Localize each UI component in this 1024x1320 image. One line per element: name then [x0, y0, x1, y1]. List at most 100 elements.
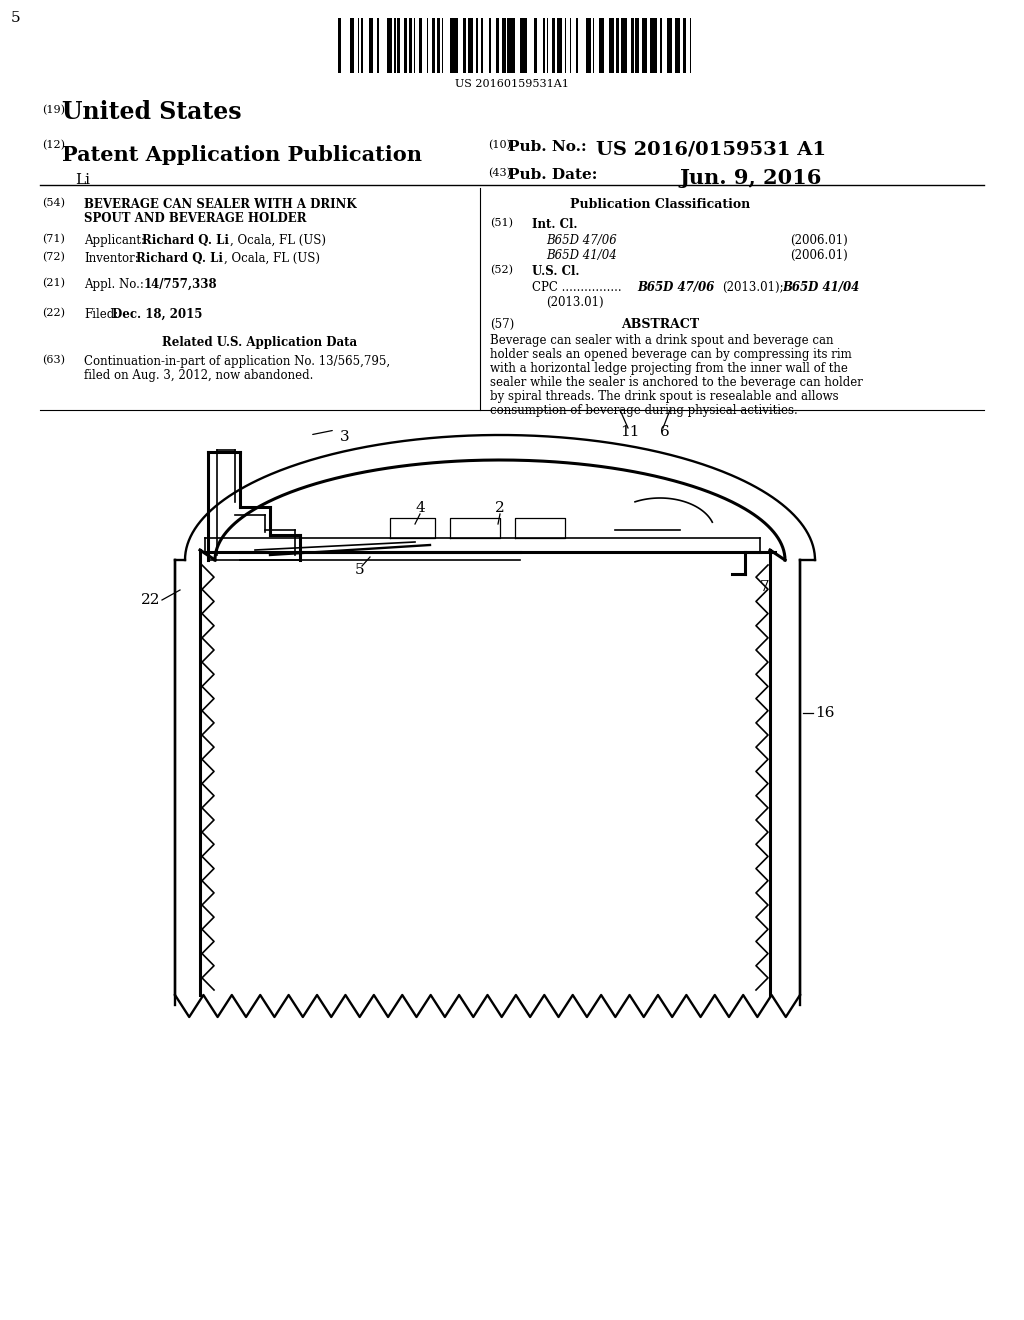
- Text: Related U.S. Application Data: Related U.S. Application Data: [162, 337, 357, 348]
- Bar: [565, 18, 566, 73]
- Bar: [378, 18, 379, 73]
- Bar: [409, 18, 412, 73]
- Text: (2006.01): (2006.01): [790, 234, 848, 247]
- Text: 16: 16: [815, 706, 835, 719]
- Text: (51): (51): [490, 218, 513, 228]
- Text: (43): (43): [488, 168, 511, 178]
- Text: B65D 41/04: B65D 41/04: [782, 281, 859, 294]
- Text: B65D 47/06: B65D 47/06: [637, 281, 715, 294]
- Bar: [370, 18, 373, 73]
- Bar: [636, 18, 639, 73]
- Bar: [650, 18, 656, 73]
- Text: sealer while the sealer is anchored to the beverage can holder: sealer while the sealer is anchored to t…: [490, 376, 863, 389]
- Text: (2013.01): (2013.01): [546, 296, 603, 309]
- Bar: [361, 18, 362, 73]
- Bar: [534, 18, 537, 73]
- Text: 22: 22: [140, 593, 160, 607]
- Text: , Ocala, FL (US): , Ocala, FL (US): [224, 252, 319, 265]
- Text: Applicant:: Applicant:: [84, 234, 145, 247]
- Bar: [615, 18, 620, 73]
- Bar: [450, 18, 458, 73]
- Text: (63): (63): [42, 355, 65, 366]
- Bar: [552, 18, 555, 73]
- Text: Pub. No.:: Pub. No.:: [508, 140, 587, 154]
- Bar: [621, 18, 628, 73]
- Text: 14/757,338: 14/757,338: [144, 279, 218, 290]
- Bar: [547, 18, 549, 73]
- Text: , Ocala, FL (US): , Ocala, FL (US): [230, 234, 326, 247]
- Bar: [468, 18, 473, 73]
- Bar: [476, 18, 478, 73]
- Text: United States: United States: [62, 100, 242, 124]
- Text: (54): (54): [42, 198, 65, 209]
- Text: Patent Application Publication: Patent Application Publication: [62, 145, 422, 165]
- Bar: [544, 18, 545, 73]
- Text: by spiral threads. The drink spout is resealable and allows: by spiral threads. The drink spout is re…: [490, 389, 839, 403]
- Text: Dec. 18, 2015: Dec. 18, 2015: [112, 308, 203, 321]
- Text: 11: 11: [620, 425, 640, 440]
- Bar: [357, 18, 359, 73]
- Text: Publication Classification: Publication Classification: [570, 198, 751, 211]
- Text: Li: Li: [75, 173, 90, 187]
- Bar: [557, 18, 561, 73]
- Text: consumption of beverage during physical activities.: consumption of beverage during physical …: [490, 404, 798, 417]
- Bar: [642, 18, 647, 73]
- Bar: [394, 18, 395, 73]
- Text: (71): (71): [42, 234, 65, 244]
- Bar: [349, 18, 354, 73]
- Bar: [569, 18, 571, 73]
- Text: (19): (19): [42, 106, 65, 115]
- Text: filed on Aug. 3, 2012, now abandoned.: filed on Aug. 3, 2012, now abandoned.: [84, 370, 313, 381]
- Bar: [419, 18, 422, 73]
- Bar: [397, 18, 400, 73]
- Text: (57): (57): [490, 318, 514, 331]
- Text: Pub. Date:: Pub. Date:: [508, 168, 597, 182]
- Text: Beverage can sealer with a drink spout and beverage can: Beverage can sealer with a drink spout a…: [490, 334, 834, 347]
- Text: CPC ................: CPC ................: [532, 281, 622, 294]
- Text: (2013.01);: (2013.01);: [722, 281, 783, 294]
- Text: Richard Q. Li: Richard Q. Li: [136, 252, 223, 265]
- Bar: [599, 18, 604, 73]
- Text: BEVERAGE CAN SEALER WITH A DRINK: BEVERAGE CAN SEALER WITH A DRINK: [84, 198, 356, 211]
- Bar: [463, 18, 466, 73]
- Text: 5: 5: [355, 564, 365, 577]
- Bar: [496, 18, 499, 73]
- Bar: [675, 18, 680, 73]
- Text: Inventor:: Inventor:: [84, 252, 138, 265]
- Text: US 20160159531A1: US 20160159531A1: [455, 79, 569, 88]
- Bar: [503, 18, 506, 73]
- Text: Filed:: Filed:: [84, 308, 118, 321]
- Bar: [609, 18, 614, 73]
- Text: US 2016/0159531 A1: US 2016/0159531 A1: [596, 140, 826, 158]
- Bar: [520, 18, 527, 73]
- Text: SPOUT AND BEVERAGE HOLDER: SPOUT AND BEVERAGE HOLDER: [84, 213, 306, 224]
- Text: (72): (72): [42, 252, 65, 263]
- Bar: [441, 18, 443, 73]
- Bar: [481, 18, 482, 73]
- Bar: [577, 18, 578, 73]
- Bar: [507, 18, 515, 73]
- Bar: [593, 18, 594, 73]
- Text: (21): (21): [42, 279, 65, 288]
- Text: holder seals an opened beverage can by compressing its rim: holder seals an opened beverage can by c…: [490, 348, 852, 360]
- Text: (12): (12): [42, 140, 65, 150]
- Bar: [683, 18, 686, 73]
- Text: 4: 4: [415, 502, 425, 515]
- Bar: [387, 18, 392, 73]
- Bar: [586, 18, 591, 73]
- Text: with a horizontal ledge projecting from the inner wall of the: with a horizontal ledge projecting from …: [490, 362, 848, 375]
- Text: 6: 6: [660, 425, 670, 440]
- Text: U.S. Cl.: U.S. Cl.: [532, 265, 580, 279]
- Text: 5: 5: [11, 11, 20, 25]
- Text: (22): (22): [42, 308, 65, 318]
- Text: Jun. 9, 2016: Jun. 9, 2016: [680, 168, 822, 187]
- Bar: [660, 18, 662, 73]
- Bar: [631, 18, 634, 73]
- Text: 3: 3: [340, 430, 349, 444]
- Bar: [690, 18, 691, 73]
- Text: B65D 47/06: B65D 47/06: [546, 234, 616, 247]
- Text: Appl. No.:: Appl. No.:: [84, 279, 144, 290]
- Text: B65D 41/04: B65D 41/04: [546, 249, 616, 261]
- Bar: [414, 18, 416, 73]
- Text: (10): (10): [488, 140, 511, 150]
